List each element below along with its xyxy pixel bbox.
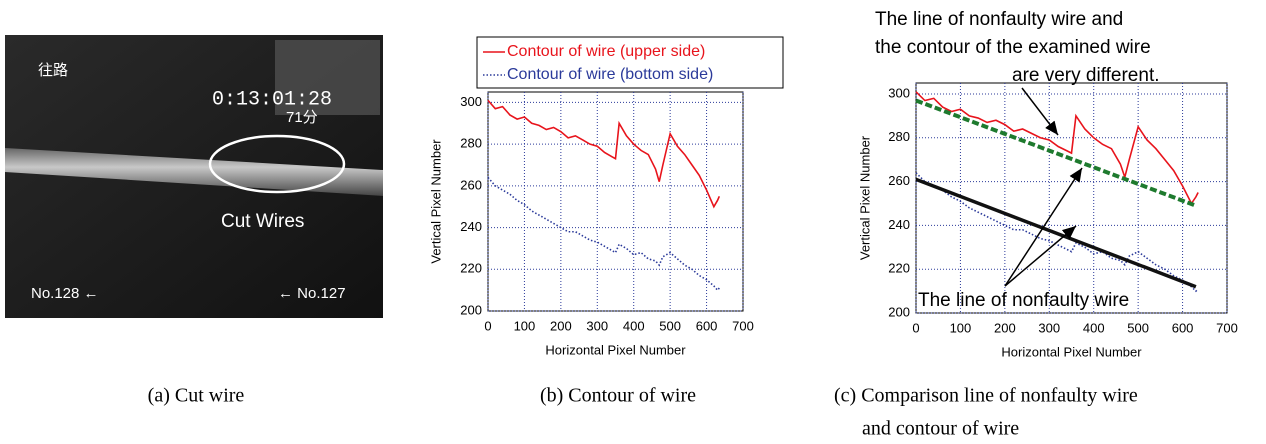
x-tick-label: 400: [1083, 320, 1105, 335]
y-axis-label: Vertical Pixel Number: [857, 135, 872, 260]
x-tick-label: 600: [1172, 320, 1194, 335]
caption: (b) Contour of wire: [540, 385, 696, 407]
x-tick-label: 200: [994, 320, 1016, 335]
photo: 往路 0:13:01:28 71分 Cut Wires No.128 ← ← N…: [5, 35, 383, 318]
annotation: The line of nonfaulty wire and: [875, 9, 1123, 30]
series-line: [487, 176, 720, 292]
caption: and contour of wire: [862, 418, 1019, 440]
x-tick-label: 500: [1127, 320, 1149, 335]
x-tick-label: 0: [484, 318, 491, 333]
chart: 0 100 200 300 400 500 600 700 200 220 240 260 280 300…: [857, 9, 1237, 359]
x-tick-label: 100: [950, 320, 972, 335]
y-tick-label: 260: [460, 177, 482, 192]
highlight-ellipse: [208, 134, 346, 194]
x-tick-label: 300: [586, 318, 608, 333]
annotation: The line of nonfaulty wire: [918, 290, 1129, 311]
photo-label: Cut Wires: [221, 211, 304, 232]
chart: 0 100 200 300 400 500 600 700 200 220 240 260 280 300…: [428, 36, 784, 357]
y-tick-label: 260: [888, 173, 910, 188]
y-tick-label: 300: [888, 85, 910, 100]
y-tick-label: 220: [460, 261, 482, 276]
y-tick-label: 300: [460, 94, 482, 109]
wire: [5, 148, 383, 196]
caption: (a) Cut wire: [148, 385, 245, 407]
y-tick-label: 200: [888, 304, 910, 319]
x-tick-label: 0: [912, 320, 919, 335]
caption: (c) Comparison line of nonfaulty wire: [834, 385, 1138, 407]
x-tick-label: 200: [550, 318, 572, 333]
legend-label: Contour of wire (upper side): [507, 43, 705, 60]
photo-label: No.128 ←: [31, 285, 99, 302]
photo-label: 71分: [286, 109, 318, 126]
annotation: are very different.: [1012, 65, 1160, 86]
series-line: [915, 91, 1199, 206]
series-line: [915, 177, 1197, 289]
photo-label: 0:13:01:28: [212, 88, 332, 111]
photo-label: ← No.127: [278, 285, 346, 302]
x-tick-label: 600: [696, 318, 718, 333]
legend: Contour of wire (upper side) Contour of w…: [476, 36, 784, 89]
x-tick-label: 300: [1038, 320, 1060, 335]
x-tick-label: 700: [732, 318, 754, 333]
annotation-arrows: [1004, 87, 1083, 287]
photo-label: 往路: [38, 62, 68, 79]
arrow: [1004, 225, 1077, 287]
arrow: [1004, 167, 1083, 287]
photo-inset: [275, 40, 380, 115]
y-axis-label: Vertical Pixel Number: [428, 139, 443, 264]
legend-label: Contour of wire (bottom side): [507, 66, 713, 83]
y-tick-label: 280: [888, 129, 910, 144]
x-tick-label: 700: [1216, 320, 1238, 335]
arrow: [1021, 87, 1059, 136]
x-tick-label: 100: [514, 318, 536, 333]
plot-area: [487, 91, 744, 312]
y-tick-label: 220: [888, 261, 910, 276]
x-tick-label: 500: [659, 318, 681, 333]
annotation: the contour of the examined wire: [875, 37, 1151, 58]
y-tick-label: 240: [888, 217, 910, 232]
series-line: [487, 99, 721, 209]
x-axis-label: Horizontal Pixel Number: [1001, 344, 1142, 359]
y-tick-label: 200: [460, 302, 482, 317]
x-tick-label: 400: [623, 318, 645, 333]
y-tick-label: 240: [460, 219, 482, 234]
y-tick-label: 280: [460, 136, 482, 151]
legend-box: [476, 36, 784, 89]
x-axis-label: Horizontal Pixel Number: [545, 342, 686, 357]
